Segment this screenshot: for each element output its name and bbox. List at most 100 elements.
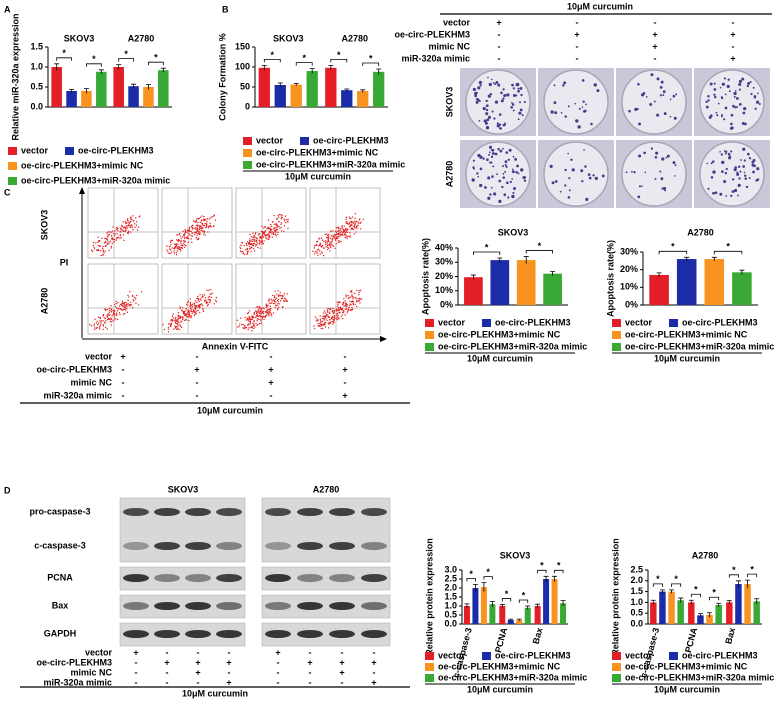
protein-label: PCNA <box>47 572 73 582</box>
event <box>320 323 323 326</box>
event <box>279 300 282 302</box>
event <box>330 230 332 232</box>
event <box>248 316 251 319</box>
band <box>329 574 355 582</box>
event <box>280 222 283 224</box>
event <box>204 297 207 299</box>
treatment-label: oe-circ-PLEKHM3 <box>36 657 112 667</box>
event <box>200 225 202 228</box>
error-bar <box>745 579 751 588</box>
event <box>210 217 212 219</box>
treatment-mark: - <box>309 677 312 687</box>
colony <box>714 95 717 99</box>
colony <box>505 151 509 154</box>
event <box>336 309 338 311</box>
event <box>275 301 277 303</box>
blot <box>261 566 391 591</box>
event <box>353 233 356 235</box>
treatment-mark: - <box>576 53 579 63</box>
event <box>102 250 104 253</box>
treatment-mark: - <box>344 351 347 361</box>
event <box>202 230 204 232</box>
event <box>254 233 257 235</box>
event <box>112 238 114 241</box>
significance-label: * <box>726 242 730 252</box>
event <box>335 227 338 229</box>
bar <box>659 591 666 624</box>
event <box>268 299 270 301</box>
event <box>345 216 347 219</box>
event <box>124 307 127 309</box>
event <box>270 315 273 317</box>
error-bar <box>678 597 684 603</box>
colony <box>500 99 504 103</box>
event <box>338 308 340 310</box>
event <box>342 311 344 314</box>
treatment-mark: - <box>576 17 579 27</box>
event <box>88 323 91 326</box>
band <box>265 574 291 582</box>
chart-title: A2780 <box>692 550 719 560</box>
treatment-mark: + <box>226 657 231 667</box>
event <box>182 243 184 245</box>
event <box>195 224 197 227</box>
event <box>261 243 263 245</box>
colony <box>578 107 581 110</box>
treatment-label: vector <box>443 17 471 27</box>
event <box>100 324 102 326</box>
event <box>264 310 267 313</box>
event <box>188 319 190 322</box>
event <box>287 220 289 223</box>
event <box>280 214 282 216</box>
treatment-mark: - <box>341 677 344 687</box>
error-bar <box>489 601 495 607</box>
event <box>100 322 102 324</box>
colony <box>708 115 712 119</box>
event <box>207 296 210 298</box>
event <box>97 244 100 247</box>
colony <box>723 179 727 184</box>
event <box>274 307 276 309</box>
band <box>361 508 387 516</box>
colony <box>553 84 556 87</box>
significance-label: * <box>557 561 561 571</box>
event <box>328 319 331 321</box>
event <box>271 302 273 304</box>
event <box>175 251 178 254</box>
event <box>279 291 281 294</box>
event <box>177 238 180 241</box>
event <box>117 229 119 232</box>
event <box>176 319 178 322</box>
event <box>246 317 249 319</box>
event <box>137 304 140 306</box>
event <box>357 300 360 303</box>
colony <box>729 126 734 130</box>
event <box>178 317 180 319</box>
treatment-mark: - <box>277 667 280 677</box>
event <box>116 227 119 229</box>
bar <box>516 260 536 305</box>
event <box>270 307 272 310</box>
event <box>270 231 272 234</box>
event <box>130 218 133 221</box>
event <box>178 245 180 248</box>
colony <box>654 156 658 159</box>
event <box>126 218 129 220</box>
y-axis-label: Relative protein expression <box>424 538 434 656</box>
event <box>166 245 168 247</box>
event <box>196 229 199 231</box>
colony <box>487 115 492 119</box>
event <box>178 316 181 318</box>
event <box>353 296 355 298</box>
colony <box>498 123 502 126</box>
treatment-label: miR-320a mimic <box>43 390 112 400</box>
colony <box>724 93 727 96</box>
event <box>170 319 173 321</box>
dish <box>543 69 609 135</box>
event <box>281 214 283 217</box>
colony <box>475 91 478 94</box>
colony <box>519 87 523 90</box>
event <box>188 234 190 236</box>
significance-bracket <box>263 59 281 63</box>
event <box>341 314 344 316</box>
